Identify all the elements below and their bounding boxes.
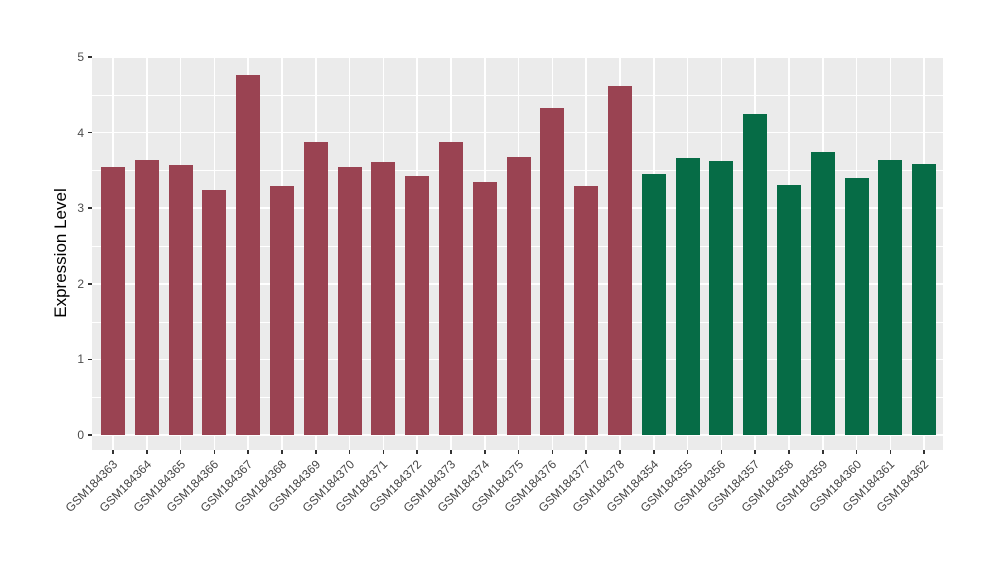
x-tick-mark (315, 450, 317, 454)
x-tick-mark (416, 450, 418, 454)
bar-GSM184355 (675, 158, 700, 435)
major-gridline (92, 56, 943, 58)
major-gridline (92, 131, 943, 134)
x-tick-mark (247, 450, 249, 454)
bar-GSM184354 (641, 174, 666, 435)
bar-GSM184365 (168, 165, 193, 435)
bar-GSM184362 (912, 164, 937, 435)
y-tick-mark (88, 131, 92, 134)
x-tick-mark (720, 450, 723, 454)
y-tick-mark (88, 434, 92, 436)
bar-GSM184374 (472, 182, 497, 435)
bar-GSM184366 (202, 190, 227, 435)
bar-GSM184376 (540, 108, 565, 435)
bar-GSM184378 (608, 85, 632, 435)
bar-GSM184377 (574, 185, 599, 435)
x-tick-mark (855, 450, 858, 454)
bar-GSM184367 (236, 75, 261, 435)
x-tick-mark (450, 450, 452, 454)
bar-GSM184368 (270, 186, 294, 435)
bar-GSM184360 (844, 177, 869, 435)
x-tick-mark (923, 450, 925, 454)
x-tick-mark (348, 450, 351, 454)
bar-GSM184370 (337, 167, 362, 435)
bar-GSM184361 (878, 159, 903, 435)
major-gridline (92, 434, 943, 436)
bar-GSM184358 (777, 184, 801, 435)
x-tick-mark (112, 450, 114, 454)
bar-GSM184369 (303, 141, 328, 435)
y-tick-label: 1 (77, 352, 84, 367)
x-tick-mark (889, 450, 892, 454)
bar-GSM184359 (810, 151, 835, 435)
x-tick-mark (788, 450, 790, 454)
x-tick-mark (653, 450, 655, 454)
x-tick-mark (146, 450, 148, 454)
x-tick-mark (382, 450, 385, 454)
bar-GSM184363 (101, 166, 125, 435)
bar-GSM184375 (506, 156, 531, 435)
x-tick-mark (754, 450, 756, 454)
bar-GSM184373 (439, 141, 463, 435)
bar-GSM184356 (709, 161, 734, 435)
x-tick-mark (213, 450, 216, 454)
y-tick-mark (88, 207, 92, 209)
x-tick-mark (517, 450, 520, 454)
y-tick-mark (88, 56, 92, 58)
bar-GSM184357 (743, 114, 768, 435)
x-tick-mark (619, 450, 621, 454)
x-tick-mark (585, 450, 587, 454)
bar-GSM184371 (371, 162, 396, 435)
y-tick-label: 3 (77, 201, 84, 216)
bar-GSM184372 (405, 175, 430, 435)
plot-panel (92, 56, 943, 450)
y-tick-label: 0 (77, 428, 84, 442)
y-tick-mark (88, 283, 92, 285)
y-tick-label: 2 (77, 276, 84, 291)
y-tick-mark (88, 358, 92, 361)
x-tick-mark (179, 450, 182, 454)
x-tick-mark (686, 450, 689, 454)
x-tick-mark (551, 450, 554, 454)
x-tick-mark (281, 450, 283, 454)
y-tick-label: 4 (77, 125, 84, 140)
bar-GSM184364 (134, 159, 159, 435)
x-tick-mark (822, 450, 824, 454)
minor-gridline (92, 94, 943, 96)
y-tick-label: 5 (77, 50, 84, 64)
x-tick-mark (484, 450, 486, 454)
